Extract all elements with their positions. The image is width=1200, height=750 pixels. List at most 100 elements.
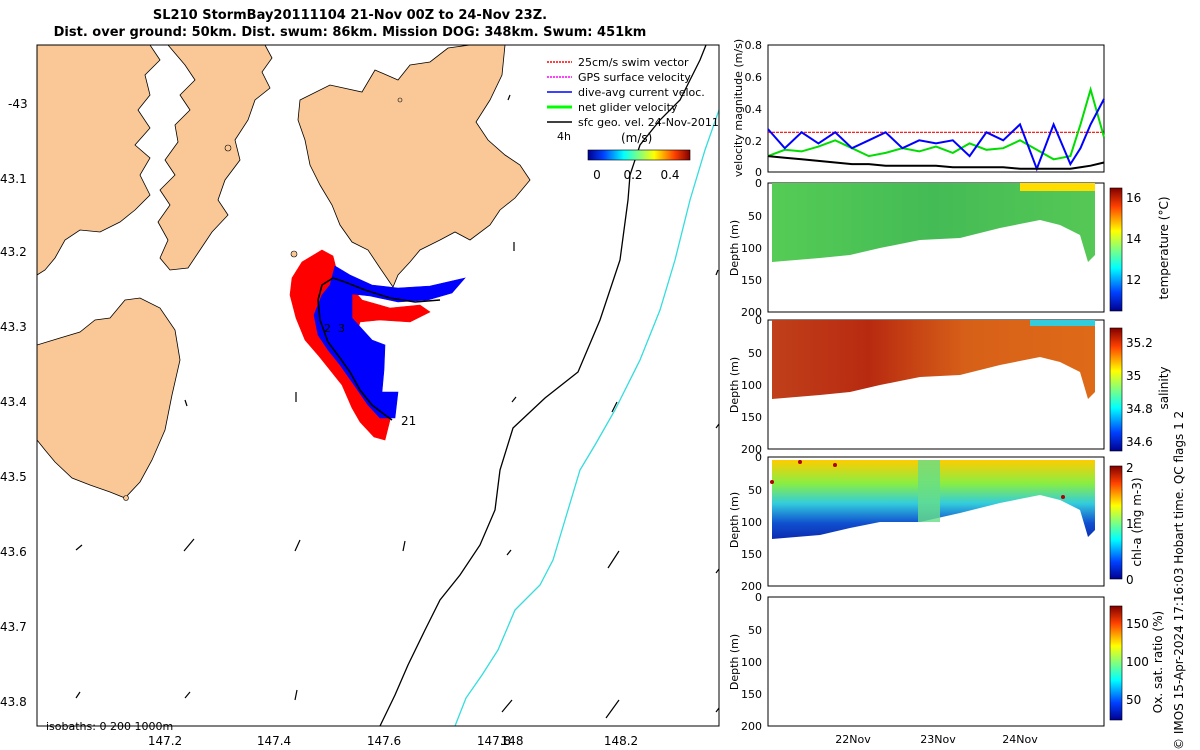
oxygen-panel: 50 100 150 Ox. sat. ratio (%) Depth (m) … xyxy=(728,591,1165,733)
temperature-section xyxy=(772,183,1095,262)
depth-tick: 150 xyxy=(741,548,762,561)
track-label-3: 3 xyxy=(338,322,345,335)
map-x-tick: 148.2 xyxy=(604,734,638,748)
time-tick-22nov: 22Nov xyxy=(835,733,871,746)
geo-arrow xyxy=(402,540,406,552)
chla-point xyxy=(798,460,802,464)
geo-arrow xyxy=(183,538,195,552)
geo-arrow xyxy=(506,549,512,556)
map-y-tick: 43.1 xyxy=(0,172,27,186)
depth-tick: 50 xyxy=(748,347,762,360)
depth-tick: 150 xyxy=(741,411,762,424)
map-y-tick: 43.8 xyxy=(0,695,27,709)
depth-tick: 100 xyxy=(741,379,762,392)
map-y-tick: 43.6 xyxy=(0,545,27,559)
temperature-cb-label: temperature (°C) xyxy=(1157,197,1171,300)
temperature-panel: 12 14 16 temperature (°C) Depth (m) 0 50… xyxy=(728,177,1171,319)
temperature-colorbar xyxy=(1109,187,1123,312)
map-x-tick: 147.4 xyxy=(257,734,291,748)
colorbar-unit: (m/s) xyxy=(621,131,652,145)
salinity-cb-label: salinity xyxy=(1157,366,1171,409)
chla-cb-label: chl-a (mg m-3) xyxy=(1130,477,1144,566)
depth-tick: 50 xyxy=(748,484,762,497)
map-y-ticks: -43 43.1 43.2 43.3 43.4 43.5 43.6 43.7 4… xyxy=(0,97,28,709)
oxygen-cb-tick: 100 xyxy=(1126,655,1149,669)
map-frame xyxy=(36,44,720,727)
velocity-y-tick: 0.4 xyxy=(745,103,763,116)
chla-cb-tick: 0 xyxy=(1126,573,1134,587)
salinity-section xyxy=(772,320,1095,399)
depth-tick: 100 xyxy=(741,656,762,669)
salinity-cb-tick: 35 xyxy=(1126,369,1141,383)
map-legend: 25cm/s swim vector GPS surface velocity … xyxy=(547,56,719,143)
islet xyxy=(224,144,232,152)
temperature-cb-tick: 16 xyxy=(1126,191,1141,205)
salinity-panel: 34.6 34.8 35 35.2 salinity Depth (m) 0 5… xyxy=(728,314,1171,456)
depth-tick: 0 xyxy=(755,451,762,464)
land-bruny xyxy=(37,297,181,499)
velocity-y-tick: 0.2 xyxy=(745,135,763,148)
temperature-surface-warm xyxy=(1020,183,1095,191)
depth-tick: 50 xyxy=(748,624,762,637)
geo-arrow xyxy=(294,689,298,701)
map-y-tick: -43 xyxy=(8,97,28,111)
colorbar-tick: 0.4 xyxy=(660,168,679,182)
current-vector-band xyxy=(313,265,466,419)
geo-arrow xyxy=(607,550,620,569)
depth-tick: 100 xyxy=(741,516,762,529)
map-y-tick: 43.7 xyxy=(0,620,27,634)
imos-footer: © IMOS 15-Apr-2024 17:16:03 Hobart time.… xyxy=(1172,411,1186,750)
map-panel: 2 3 21 xyxy=(0,44,720,748)
salinity-cb-tick: 34.6 xyxy=(1126,435,1153,449)
velocity-line-net-glider-velocity xyxy=(767,85,1105,161)
geo-arrow xyxy=(605,699,620,719)
title-line-1: SL210 StormBay20111104 21-Nov 00Z to 24-… xyxy=(152,8,548,23)
depth-tick: 0 xyxy=(755,314,762,327)
salinity-cb-tick: 34.8 xyxy=(1126,402,1153,416)
land-forestier xyxy=(157,45,273,271)
chla-mixed-column xyxy=(918,460,940,522)
geo-arrow xyxy=(184,399,188,407)
time-tick-23nov: 23Nov xyxy=(920,733,956,746)
geo-arrow xyxy=(75,544,83,551)
velocity-y-tick: 0.6 xyxy=(745,71,763,84)
time-tick-24nov: 24Nov xyxy=(1002,733,1038,746)
chla-colorbar xyxy=(1109,465,1123,580)
map-y-tick: 43.3 xyxy=(0,320,27,334)
land-tasman xyxy=(297,45,531,288)
velocity-y-tick: 0 xyxy=(755,166,762,179)
islet xyxy=(397,97,403,103)
velocity-frame xyxy=(767,44,1105,173)
velocity-line-geo-vel xyxy=(767,155,1105,170)
isobath-1000 xyxy=(454,109,719,726)
map-x-tick: 147.2 xyxy=(148,734,182,748)
legend-label-current: dive-avg current veloc. xyxy=(578,86,705,99)
map-y-tick: 43.5 xyxy=(0,470,27,484)
chla-point xyxy=(770,480,774,484)
salinity-surface-fresh xyxy=(1030,320,1095,326)
colorbar-tick: 0.2 xyxy=(623,168,642,182)
islet xyxy=(123,495,129,501)
velocity-colorbar: (m/s) 0 0.2 0.4 xyxy=(587,131,691,182)
colorbar-tick: 0 xyxy=(593,168,601,182)
chla-point xyxy=(833,463,837,467)
land-west xyxy=(37,45,161,276)
geo-arrow xyxy=(184,691,191,699)
velocity-panel: 0.8 0.6 0.4 0.2 0 velocity magnitude (m/… xyxy=(732,39,1105,179)
velocity-y-ticks: 0.8 0.6 0.4 0.2 0 xyxy=(745,39,763,179)
isobath-note: isobaths: 0 200 1000m xyxy=(46,720,173,733)
legend-label-geo: sfc geo. vel. 24-Nov-2011 xyxy=(578,116,719,129)
oxygen-cb-tick: 50 xyxy=(1126,693,1141,707)
map-x-ticks: 147.2 147.4 147.6 147.8 148 148.2 xyxy=(148,734,638,748)
geo-velocity-arrows xyxy=(75,94,719,719)
depth-tick: 200 xyxy=(741,443,762,456)
salinity-ylabel: Depth (m) xyxy=(728,357,741,413)
geo-arrow xyxy=(75,691,81,699)
depth-tick: 200 xyxy=(741,306,762,319)
depth-tick: 50 xyxy=(748,210,762,223)
temperature-cb-tick: 12 xyxy=(1126,273,1141,287)
geo-arrow xyxy=(501,699,513,713)
salinity-cb-tick: 35.2 xyxy=(1126,336,1153,350)
